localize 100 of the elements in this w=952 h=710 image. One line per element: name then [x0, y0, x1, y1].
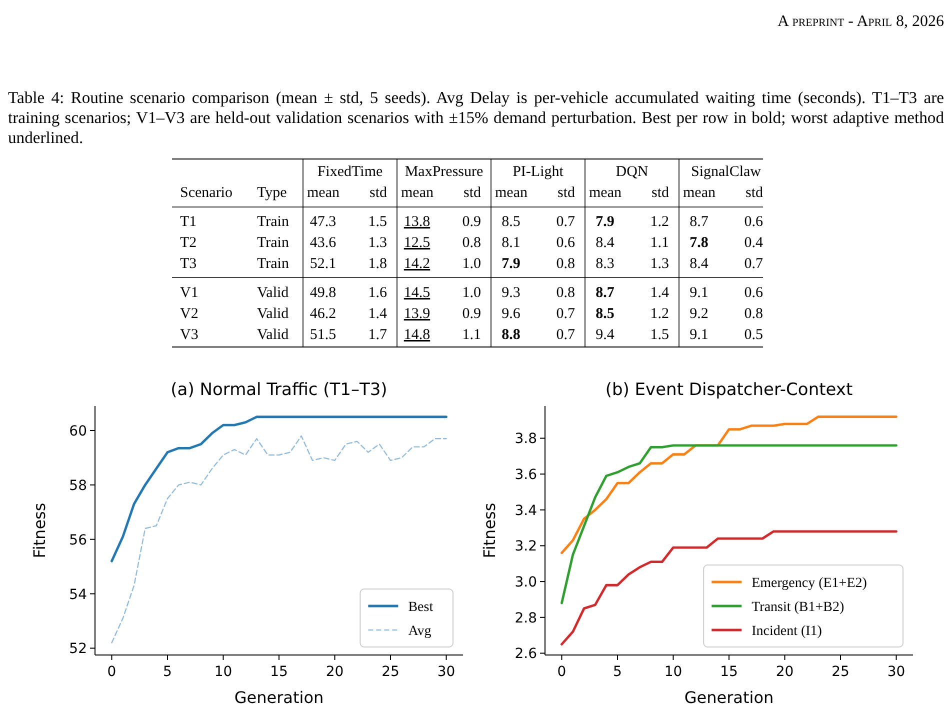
- data-label: 1.4: [650, 285, 670, 301]
- data-label: 0.9: [462, 306, 481, 322]
- legend-label: Best: [408, 600, 434, 615]
- data-label: 0.7: [744, 256, 764, 272]
- legend-label: Incident (I1): [752, 624, 822, 639]
- text: std: [557, 185, 575, 201]
- data-label: 0.9: [462, 214, 481, 230]
- data-label: 1.6: [368, 285, 388, 301]
- x-tick-label: 25: [832, 664, 850, 680]
- category-label: V1: [180, 285, 198, 301]
- text: std: [369, 185, 388, 201]
- data-label: 7.9: [596, 214, 614, 230]
- category-label: V3: [180, 327, 198, 343]
- data-label: 14.5: [404, 285, 430, 301]
- category-label: Train: [257, 214, 289, 230]
- text: mean: [589, 185, 622, 201]
- data-label: 14.2: [404, 256, 430, 272]
- data-label: 1.0: [462, 256, 481, 272]
- data-label: 8.8: [502, 327, 520, 343]
- data-label: 1.1: [650, 235, 669, 251]
- text: FixedTime: [317, 164, 383, 180]
- text: mean: [401, 185, 434, 201]
- text: DQN: [616, 164, 648, 180]
- x-tick-label: 0: [557, 664, 566, 680]
- data-label: 0.6: [744, 214, 764, 230]
- data-label: 8.4: [690, 256, 709, 272]
- x-tick-label: 20: [776, 664, 794, 680]
- chart-title: (a) Normal Traffic (T1–T3): [170, 380, 388, 400]
- text: A preprint - April 8, 2026: [778, 13, 944, 30]
- category-label: Valid: [257, 285, 289, 301]
- data-label: 52.1: [310, 256, 336, 272]
- line-series: [111, 435, 447, 644]
- x-tick-label: 0: [107, 664, 116, 680]
- y-tick-label: 3.0: [514, 574, 537, 591]
- text: PI-Light: [512, 164, 564, 180]
- y-axis-title: Fitness: [30, 502, 49, 558]
- data-label: 1.3: [650, 256, 669, 272]
- line-series: [560, 416, 898, 554]
- line-series: [560, 530, 898, 646]
- data-label: 43.6: [310, 235, 337, 251]
- y-tick-label: 60: [69, 423, 87, 440]
- category-label: Valid: [257, 327, 289, 343]
- data-label: 0.7: [556, 214, 576, 230]
- x-tick-label: 15: [720, 664, 738, 680]
- category-label: Train: [257, 256, 289, 272]
- data-label: 13.9: [404, 306, 430, 322]
- legend-label: Avg: [408, 624, 432, 639]
- text: mean: [683, 185, 716, 201]
- text: Table 4: Routine scenario comparison (mean ± std, 5 seeds). Avg Delay is per-vehicle accumulated waiting time (seconds). T1–T3 are training scenarios; V1–V3 are held-out validation scenarios with ±15% demand perturbation. Best per row in bold; worst adaptive method underlined.: [8, 88, 944, 148]
- data-label: 14.8: [404, 327, 430, 343]
- category-label: V2: [180, 306, 198, 322]
- x-tick-label: 10: [664, 664, 682, 680]
- data-label: 9.1: [690, 285, 708, 301]
- data-label: 9.6: [502, 306, 521, 322]
- data-label: 9.2: [690, 306, 708, 322]
- y-axis-title: Fitness: [480, 502, 499, 558]
- data-label: 1.7: [368, 327, 388, 343]
- data-label: 0.5: [744, 327, 763, 343]
- x-tick-label: 25: [382, 664, 400, 680]
- y-tick-label: 3.2: [514, 538, 537, 555]
- x-tick-label: 5: [163, 664, 172, 680]
- category-label: T3: [180, 256, 197, 272]
- category-label: T2: [180, 235, 197, 251]
- data-label: 1.4: [368, 306, 388, 322]
- y-tick-label: 2.6: [514, 646, 538, 662]
- y-tick-label: 2.8: [514, 610, 537, 626]
- x-axis-title: Generation: [234, 688, 324, 707]
- y-tick-label: 3.6: [514, 467, 538, 484]
- data-label: 1.2: [650, 214, 669, 230]
- text: std: [651, 185, 669, 201]
- y-tick-label: 56: [69, 532, 88, 548]
- data-label: 0.4: [744, 235, 764, 251]
- data-label: 8.5: [596, 306, 614, 322]
- data-label: 1.2: [650, 306, 669, 322]
- data-label: 1.8: [368, 256, 387, 272]
- text: mean: [495, 185, 528, 201]
- data-label: 9.3: [502, 285, 520, 301]
- data-label: 8.4: [596, 235, 615, 251]
- text: Type: [257, 185, 288, 201]
- data-label: 1.3: [368, 235, 387, 251]
- legend-label: Transit (B1+B2): [752, 600, 844, 615]
- y-tick-label: 3.4: [514, 502, 538, 519]
- data-label: 0.8: [744, 306, 763, 322]
- data-label: 7.9: [502, 256, 520, 272]
- text: SignalClaw: [691, 164, 762, 180]
- x-axis-title: Generation: [684, 688, 774, 707]
- text: std: [745, 185, 763, 201]
- line-series: [110, 416, 448, 562]
- data-label: 46.2: [310, 306, 336, 322]
- data-label: 0.8: [556, 285, 575, 301]
- data-label: 0.8: [462, 235, 481, 251]
- data-label: 1.0: [462, 285, 481, 301]
- data-label: 9.4: [596, 327, 615, 343]
- x-tick-label: 30: [437, 664, 456, 680]
- x-tick-label: 10: [214, 664, 232, 680]
- y-tick-label: 52: [69, 641, 87, 658]
- y-tick-label: 54: [69, 586, 88, 603]
- data-label: 8.5: [502, 214, 520, 230]
- data-label: 1.5: [368, 214, 387, 230]
- chart-title: (b) Event Dispatcher-Context: [605, 380, 853, 400]
